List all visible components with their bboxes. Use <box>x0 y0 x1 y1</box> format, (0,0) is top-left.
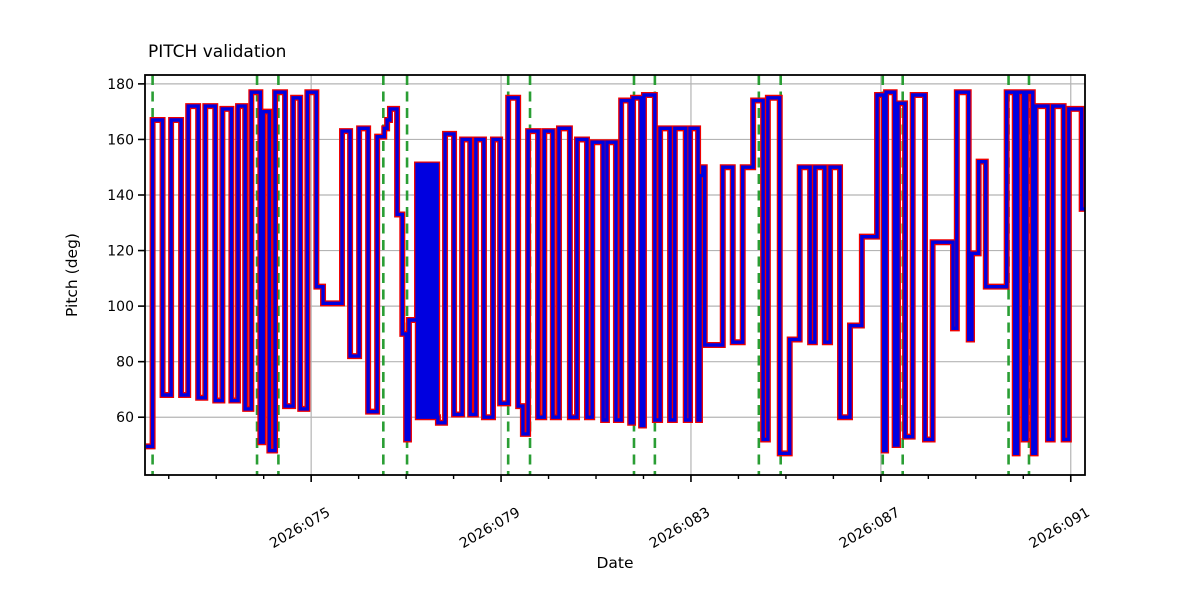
measured-series-line <box>145 90 1085 456</box>
x-tick-label: 2026:083 <box>647 505 713 552</box>
axes-box-and-ticks: 60 80 100 120 140 160 180 2026:075 2026:079 2026:… <box>107 74 1093 552</box>
y-tick-label: 140 <box>107 188 134 204</box>
y-tick-label: 160 <box>107 132 134 148</box>
x-tick-label: 2026:091 <box>1027 505 1093 552</box>
y-tick-label: 100 <box>107 299 134 315</box>
chart-title: PITCH validation <box>148 42 286 62</box>
x-tick-label: 2026:079 <box>457 505 523 552</box>
series-measured-blue <box>145 90 1085 456</box>
y-axis-label: Pitch (deg) <box>63 233 81 317</box>
x-axis-label: Date <box>596 554 633 572</box>
y-tick-label: 60 <box>116 410 134 426</box>
x-tick-label: 2026:087 <box>837 505 903 552</box>
y-tick-label: 80 <box>116 355 134 371</box>
axes-spines <box>144 74 1086 476</box>
y-tick-label: 120 <box>107 244 134 260</box>
x-tick-label: 2026:075 <box>267 505 333 552</box>
axis-labels: PITCH validation Date Pitch (deg) <box>63 42 634 572</box>
y-tick-label: 180 <box>107 77 134 93</box>
